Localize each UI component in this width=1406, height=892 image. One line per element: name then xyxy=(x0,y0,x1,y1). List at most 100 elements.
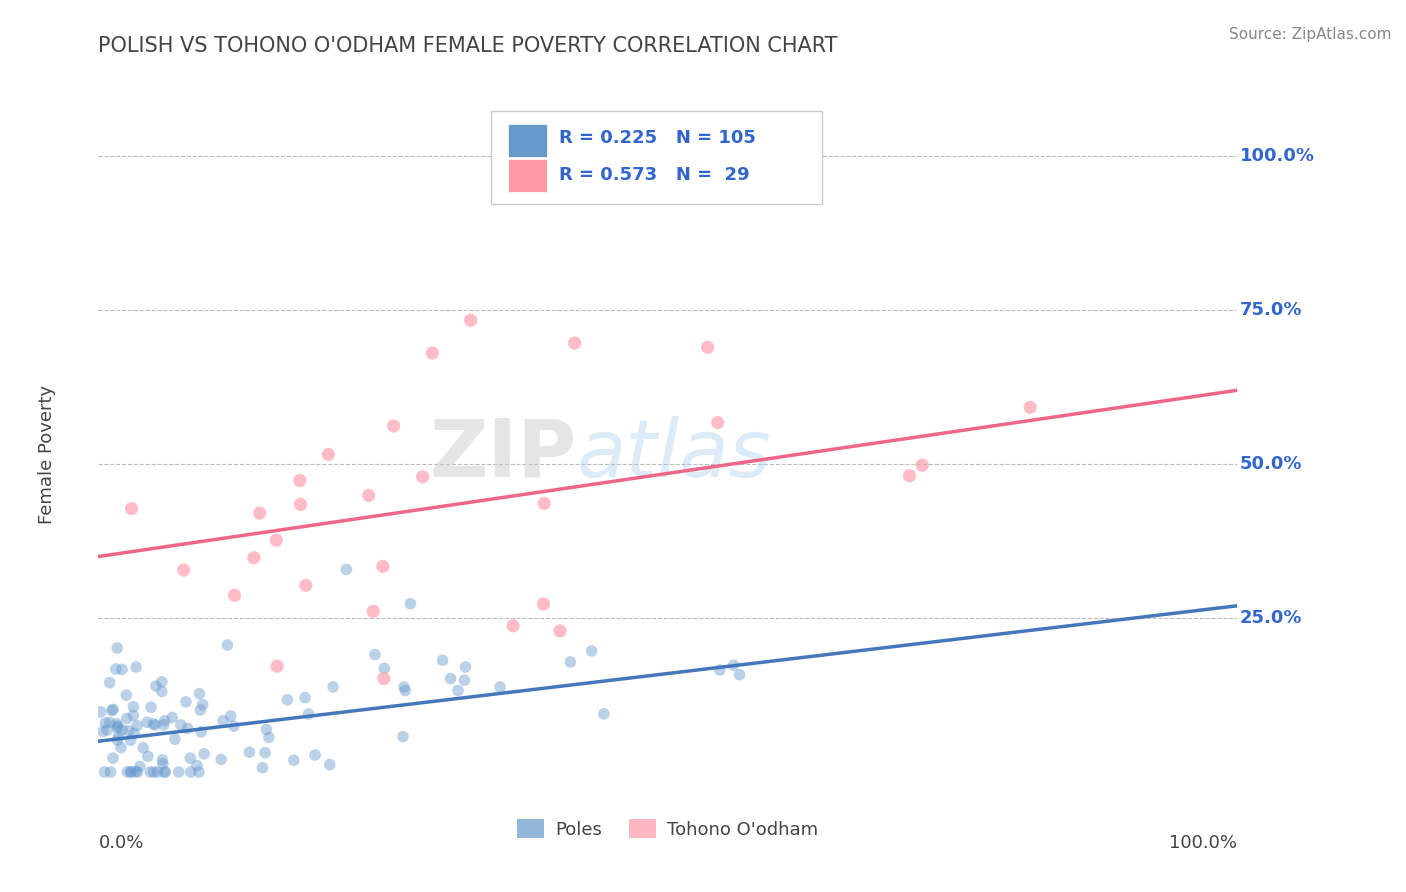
Point xyxy=(153,714,176,728)
Point xyxy=(728,667,751,681)
Point xyxy=(243,550,266,565)
Point xyxy=(155,764,177,779)
Point xyxy=(898,468,921,483)
Text: Source: ZipAtlas.com: Source: ZipAtlas.com xyxy=(1229,27,1392,42)
Text: R = 0.225   N = 105: R = 0.225 N = 105 xyxy=(558,129,755,147)
Point xyxy=(709,663,731,677)
Point xyxy=(1019,401,1042,415)
Point xyxy=(190,703,212,717)
Point xyxy=(318,447,340,461)
Point xyxy=(120,733,142,747)
Point xyxy=(304,747,326,762)
Point xyxy=(288,474,311,488)
Point xyxy=(249,506,271,520)
Point xyxy=(266,533,288,548)
Point xyxy=(90,705,112,719)
Point xyxy=(170,718,193,732)
Point xyxy=(139,700,162,714)
Point xyxy=(132,740,155,755)
Point xyxy=(91,724,114,739)
Point xyxy=(394,683,416,698)
Point xyxy=(318,757,340,772)
Point xyxy=(153,764,176,779)
Point xyxy=(361,604,384,618)
Text: 50.0%: 50.0% xyxy=(1240,455,1302,473)
Text: R = 0.573   N =  29: R = 0.573 N = 29 xyxy=(558,166,749,184)
Point xyxy=(180,764,202,779)
Text: ZIP: ZIP xyxy=(429,416,576,494)
Point xyxy=(322,680,344,694)
Point xyxy=(111,663,134,677)
Point xyxy=(125,660,148,674)
Point xyxy=(142,717,165,731)
Point xyxy=(222,719,245,733)
Point xyxy=(186,758,208,772)
Point xyxy=(162,710,184,724)
Point xyxy=(533,496,555,510)
Point xyxy=(297,707,319,722)
Point xyxy=(454,660,477,674)
Point xyxy=(422,346,444,360)
Point xyxy=(254,723,277,737)
Point xyxy=(143,718,166,732)
Point xyxy=(531,597,554,611)
Text: 0.0%: 0.0% xyxy=(98,834,143,852)
Point xyxy=(96,723,118,737)
Point xyxy=(548,624,571,638)
Text: 75.0%: 75.0% xyxy=(1240,301,1302,319)
Point xyxy=(364,648,387,662)
Point xyxy=(98,715,121,730)
Text: 25.0%: 25.0% xyxy=(1240,609,1302,627)
Point xyxy=(174,695,197,709)
Point xyxy=(110,740,132,755)
Point xyxy=(105,716,128,731)
Point xyxy=(371,559,394,574)
Point xyxy=(150,674,173,689)
Point xyxy=(105,640,128,655)
Point xyxy=(219,709,242,723)
FancyBboxPatch shape xyxy=(491,111,821,204)
Point xyxy=(335,562,357,576)
Point xyxy=(139,764,162,779)
Point xyxy=(392,680,415,694)
Point xyxy=(432,653,454,667)
Point xyxy=(193,747,215,761)
Point xyxy=(115,688,138,702)
Point xyxy=(460,313,482,327)
Legend: Poles, Tohono O'odham: Poles, Tohono O'odham xyxy=(510,812,825,846)
Point xyxy=(373,661,395,675)
Point xyxy=(121,501,143,516)
Text: Female Poverty: Female Poverty xyxy=(38,385,56,524)
Point xyxy=(107,719,129,733)
Point xyxy=(117,723,139,738)
Point xyxy=(152,753,174,767)
Point xyxy=(146,764,169,779)
Point xyxy=(439,672,461,686)
Point xyxy=(120,764,142,779)
Point xyxy=(107,729,129,743)
Point xyxy=(581,644,603,658)
Point xyxy=(173,563,195,577)
Text: 100.0%: 100.0% xyxy=(1240,147,1315,165)
Point xyxy=(128,759,150,773)
Point xyxy=(399,597,422,611)
Point xyxy=(122,726,145,740)
Point xyxy=(111,723,134,737)
Point xyxy=(191,698,214,712)
Point xyxy=(125,719,148,733)
Point xyxy=(502,619,524,633)
Point xyxy=(98,675,121,690)
Point xyxy=(911,458,934,472)
Point xyxy=(560,655,582,669)
Point xyxy=(176,722,198,736)
Point xyxy=(276,692,298,706)
Point xyxy=(125,764,148,779)
Point xyxy=(167,764,190,779)
Point xyxy=(107,721,129,735)
Point xyxy=(254,746,277,760)
Point xyxy=(93,764,115,779)
Point xyxy=(217,638,239,652)
Point xyxy=(190,724,212,739)
Point xyxy=(188,687,211,701)
Point xyxy=(238,745,260,759)
